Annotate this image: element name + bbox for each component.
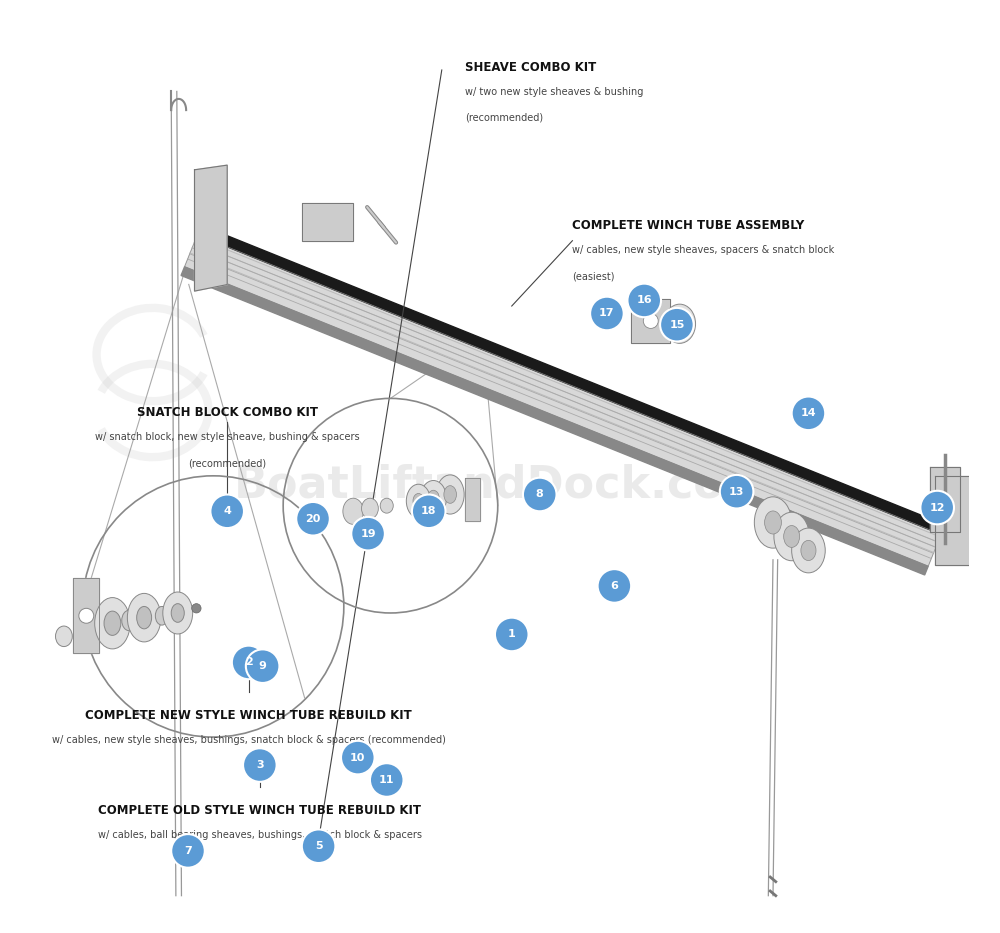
Circle shape: [920, 491, 954, 524]
Circle shape: [171, 834, 205, 868]
Polygon shape: [935, 476, 971, 565]
Text: SHEAVE COMBO KIT: SHEAVE COMBO KIT: [465, 61, 596, 74]
Ellipse shape: [137, 606, 152, 629]
Text: w/ cables, new style sheaves, bushings, snatch block & spacers (recommended): w/ cables, new style sheaves, bushings, …: [52, 735, 446, 745]
Text: COMPLETE NEW STYLE WINCH TUBE REBUILD KIT: COMPLETE NEW STYLE WINCH TUBE REBUILD KI…: [85, 709, 412, 722]
Circle shape: [495, 618, 529, 651]
Ellipse shape: [343, 498, 363, 524]
Circle shape: [302, 829, 335, 863]
Ellipse shape: [95, 598, 130, 649]
Circle shape: [660, 308, 694, 341]
Text: 5: 5: [315, 842, 322, 851]
Ellipse shape: [754, 496, 792, 549]
Polygon shape: [631, 299, 670, 343]
Text: 15: 15: [669, 320, 685, 329]
Ellipse shape: [673, 314, 687, 333]
Circle shape: [370, 763, 404, 797]
Circle shape: [232, 646, 265, 679]
Text: 20: 20: [305, 514, 321, 523]
Circle shape: [341, 741, 375, 774]
Ellipse shape: [444, 486, 456, 503]
Text: 6: 6: [610, 581, 618, 591]
Text: SNATCH BLOCK COMBO KIT: SNATCH BLOCK COMBO KIT: [137, 406, 318, 419]
Text: 2: 2: [245, 658, 253, 667]
Ellipse shape: [104, 611, 121, 635]
Ellipse shape: [664, 304, 696, 343]
Text: 9: 9: [259, 661, 267, 671]
Text: 10: 10: [350, 753, 365, 762]
Ellipse shape: [406, 484, 431, 518]
Ellipse shape: [362, 498, 378, 519]
Polygon shape: [930, 466, 960, 532]
Text: 12: 12: [929, 503, 945, 512]
Ellipse shape: [765, 511, 781, 534]
Circle shape: [627, 284, 661, 317]
Text: 17: 17: [599, 309, 615, 318]
Text: 1: 1: [508, 630, 516, 639]
Ellipse shape: [56, 626, 72, 647]
Circle shape: [792, 397, 825, 430]
Text: w/ two new style sheaves & bushing: w/ two new style sheaves & bushing: [465, 87, 643, 97]
Ellipse shape: [122, 610, 137, 631]
Ellipse shape: [155, 606, 168, 625]
Circle shape: [79, 608, 94, 623]
Text: 13: 13: [729, 487, 744, 496]
Polygon shape: [197, 225, 945, 535]
Text: 18: 18: [421, 507, 436, 516]
Circle shape: [523, 478, 557, 511]
Ellipse shape: [163, 592, 193, 634]
Text: 3: 3: [256, 760, 264, 770]
Ellipse shape: [600, 300, 617, 319]
Text: COMPLETE WINCH TUBE ASSEMBLY: COMPLETE WINCH TUBE ASSEMBLY: [572, 219, 805, 232]
Circle shape: [210, 494, 244, 528]
Text: 7: 7: [184, 846, 192, 856]
Text: (recommended): (recommended): [188, 458, 266, 468]
Text: COMPLETE OLD STYLE WINCH TUBE REBUILD KIT: COMPLETE OLD STYLE WINCH TUBE REBUILD KI…: [98, 804, 421, 817]
Text: (recommended): (recommended): [465, 113, 543, 123]
Text: w/ snatch block, new style sheave, bushing & spacers: w/ snatch block, new style sheave, bushi…: [95, 432, 360, 442]
Ellipse shape: [428, 490, 439, 507]
Text: 16: 16: [636, 296, 652, 305]
Circle shape: [598, 569, 631, 603]
Ellipse shape: [127, 593, 161, 642]
Circle shape: [643, 313, 658, 328]
Circle shape: [296, 502, 330, 536]
Text: w/ cables, ball bearing sheaves, bushings, snatch block & spacers: w/ cables, ball bearing sheaves, bushing…: [98, 830, 422, 841]
Text: 14: 14: [801, 409, 816, 418]
Polygon shape: [302, 203, 353, 241]
Polygon shape: [73, 578, 99, 653]
Circle shape: [412, 494, 446, 528]
Ellipse shape: [801, 540, 816, 561]
Polygon shape: [181, 267, 928, 575]
Text: 8: 8: [536, 490, 544, 499]
Text: 11: 11: [379, 775, 394, 785]
Text: 4: 4: [223, 507, 231, 516]
Circle shape: [192, 604, 201, 613]
Text: BoatLiftandDock.com: BoatLiftandDock.com: [234, 464, 771, 507]
Ellipse shape: [380, 498, 393, 513]
Ellipse shape: [171, 604, 184, 622]
Polygon shape: [465, 478, 480, 521]
Polygon shape: [185, 235, 941, 566]
Circle shape: [720, 475, 753, 508]
Circle shape: [351, 517, 385, 550]
Text: 19: 19: [360, 529, 376, 538]
Circle shape: [590, 297, 624, 330]
Text: w/ cables, new style sheaves, spacers & snatch block: w/ cables, new style sheaves, spacers & …: [572, 245, 835, 256]
Ellipse shape: [436, 475, 464, 514]
Circle shape: [246, 649, 279, 683]
Ellipse shape: [413, 494, 424, 508]
Text: (easiest): (easiest): [572, 272, 615, 282]
Circle shape: [243, 748, 277, 782]
Ellipse shape: [420, 480, 446, 516]
Ellipse shape: [784, 525, 800, 548]
Ellipse shape: [774, 512, 809, 561]
Polygon shape: [195, 165, 227, 291]
Ellipse shape: [792, 528, 825, 573]
